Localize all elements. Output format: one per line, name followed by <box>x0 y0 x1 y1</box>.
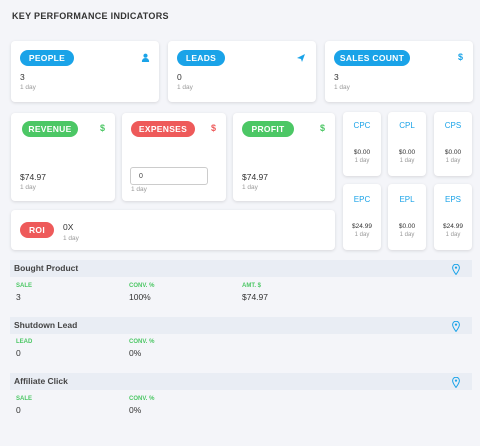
revenue-period: 1 day <box>20 184 36 191</box>
paper-plane-icon <box>296 53 306 63</box>
sale-label: SALE <box>16 396 33 402</box>
metric-card-cps[interactable]: CPS $0.00 1 day <box>434 112 472 176</box>
sales-count-value: 3 <box>334 72 339 82</box>
amount-label: AMT. $ <box>242 283 262 289</box>
leads-period: 1 day <box>177 84 193 91</box>
leads-value: 0 <box>177 72 182 82</box>
epc-value: $24.99 <box>352 223 372 230</box>
people-badge: PEOPLE <box>20 50 74 66</box>
amount-value: $74.97 <box>242 292 268 302</box>
revenue-badge: REVENUE <box>22 121 78 137</box>
expenses-input[interactable] <box>130 167 208 185</box>
kpi-card-roi[interactable]: ROI 0X 1 day <box>11 210 335 250</box>
sale-label: SALE <box>16 283 33 289</box>
conv-value: 100% <box>129 292 151 302</box>
cpc-value: $0.00 <box>353 149 371 156</box>
leads-badge: LEADS <box>177 50 225 66</box>
metric-card-eps[interactable]: EPS $24.99 1 day <box>434 184 472 250</box>
lead-label: LEAD <box>16 339 33 345</box>
people-period: 1 day <box>20 84 36 91</box>
map-pin-icon[interactable] <box>452 262 460 280</box>
cpc-period: 1 day <box>354 158 370 164</box>
profit-period: 1 day <box>242 184 258 191</box>
conv-value: 0% <box>129 405 142 415</box>
cpc-label: CPC <box>353 121 371 130</box>
eps-value: $24.99 <box>443 223 463 230</box>
metric-card-cpl[interactable]: CPL $0.00 1 day <box>388 112 426 176</box>
roi-period: 1 day <box>63 235 79 242</box>
epl-value: $0.00 <box>398 223 416 230</box>
cps-value: $0.00 <box>444 149 462 156</box>
sale-value: 3 <box>16 292 21 302</box>
sales-count-badge: SALES COUNT <box>334 50 410 66</box>
section-title: Shutdown Lead <box>14 320 78 330</box>
kpi-card-revenue[interactable]: REVENUE $ $74.97 1 day <box>11 113 115 201</box>
metric-card-epc[interactable]: EPC $24.99 1 day <box>343 184 381 250</box>
profit-value: $74.97 <box>242 172 268 182</box>
cpl-label: CPL <box>399 121 415 130</box>
section-affiliate-click-header: Affiliate Click <box>10 373 472 390</box>
epc-label: EPC <box>353 195 371 204</box>
cpl-value: $0.00 <box>398 149 416 156</box>
section-title: Bought Product <box>14 263 79 273</box>
dollar-icon: $ <box>457 52 463 62</box>
revenue-value: $74.97 <box>20 172 46 182</box>
cpl-period: 1 day <box>399 158 415 164</box>
kpi-card-leads[interactable]: LEADS 0 1 day <box>168 41 316 102</box>
dollar-icon: $ <box>319 123 325 133</box>
expenses-badge: EXPENSES <box>131 121 195 137</box>
sale-value: 0 <box>16 405 21 415</box>
kpi-card-sales-count[interactable]: SALES COUNT $ 3 1 day <box>325 41 473 102</box>
lead-value: 0 <box>16 348 21 358</box>
epc-period: 1 day <box>354 232 370 238</box>
map-pin-icon[interactable] <box>452 319 460 337</box>
map-pin-icon[interactable] <box>452 375 460 393</box>
people-value: 3 <box>20 72 25 82</box>
kpi-card-expenses[interactable]: EXPENSES $ 1 day <box>122 113 226 201</box>
eps-period: 1 day <box>445 232 461 238</box>
dollar-icon: $ <box>99 123 105 133</box>
kpi-card-profit[interactable]: PROFIT $ $74.97 1 day <box>233 113 335 201</box>
roi-value: 0X <box>63 222 74 232</box>
kpi-card-people[interactable]: PEOPLE 3 1 day <box>11 41 159 102</box>
metric-card-epl[interactable]: EPL $0.00 1 day <box>388 184 426 250</box>
cps-period: 1 day <box>445 158 461 164</box>
conv-label: CONV. % <box>129 396 155 402</box>
section-bought-product-header: Bought Product <box>10 260 472 277</box>
user-icon <box>141 53 150 62</box>
roi-badge: ROI <box>20 222 54 238</box>
sales-count-period: 1 day <box>334 84 350 91</box>
eps-label: EPS <box>444 195 461 204</box>
conv-value: 0% <box>129 348 142 358</box>
page-title: KEY PERFORMANCE INDICATORS <box>12 11 169 21</box>
conv-label: CONV. % <box>129 339 155 345</box>
epl-period: 1 day <box>399 232 415 238</box>
expenses-period: 1 day <box>131 186 147 193</box>
metric-card-cpc[interactable]: CPC $0.00 1 day <box>343 112 381 176</box>
section-shutdown-lead-header: Shutdown Lead <box>10 317 472 334</box>
dollar-icon: $ <box>210 123 216 133</box>
profit-badge: PROFIT <box>242 121 294 137</box>
conv-label: CONV. % <box>129 283 155 289</box>
cps-label: CPS <box>444 121 462 130</box>
epl-label: EPL <box>399 195 415 204</box>
section-title: Affiliate Click <box>14 376 68 386</box>
